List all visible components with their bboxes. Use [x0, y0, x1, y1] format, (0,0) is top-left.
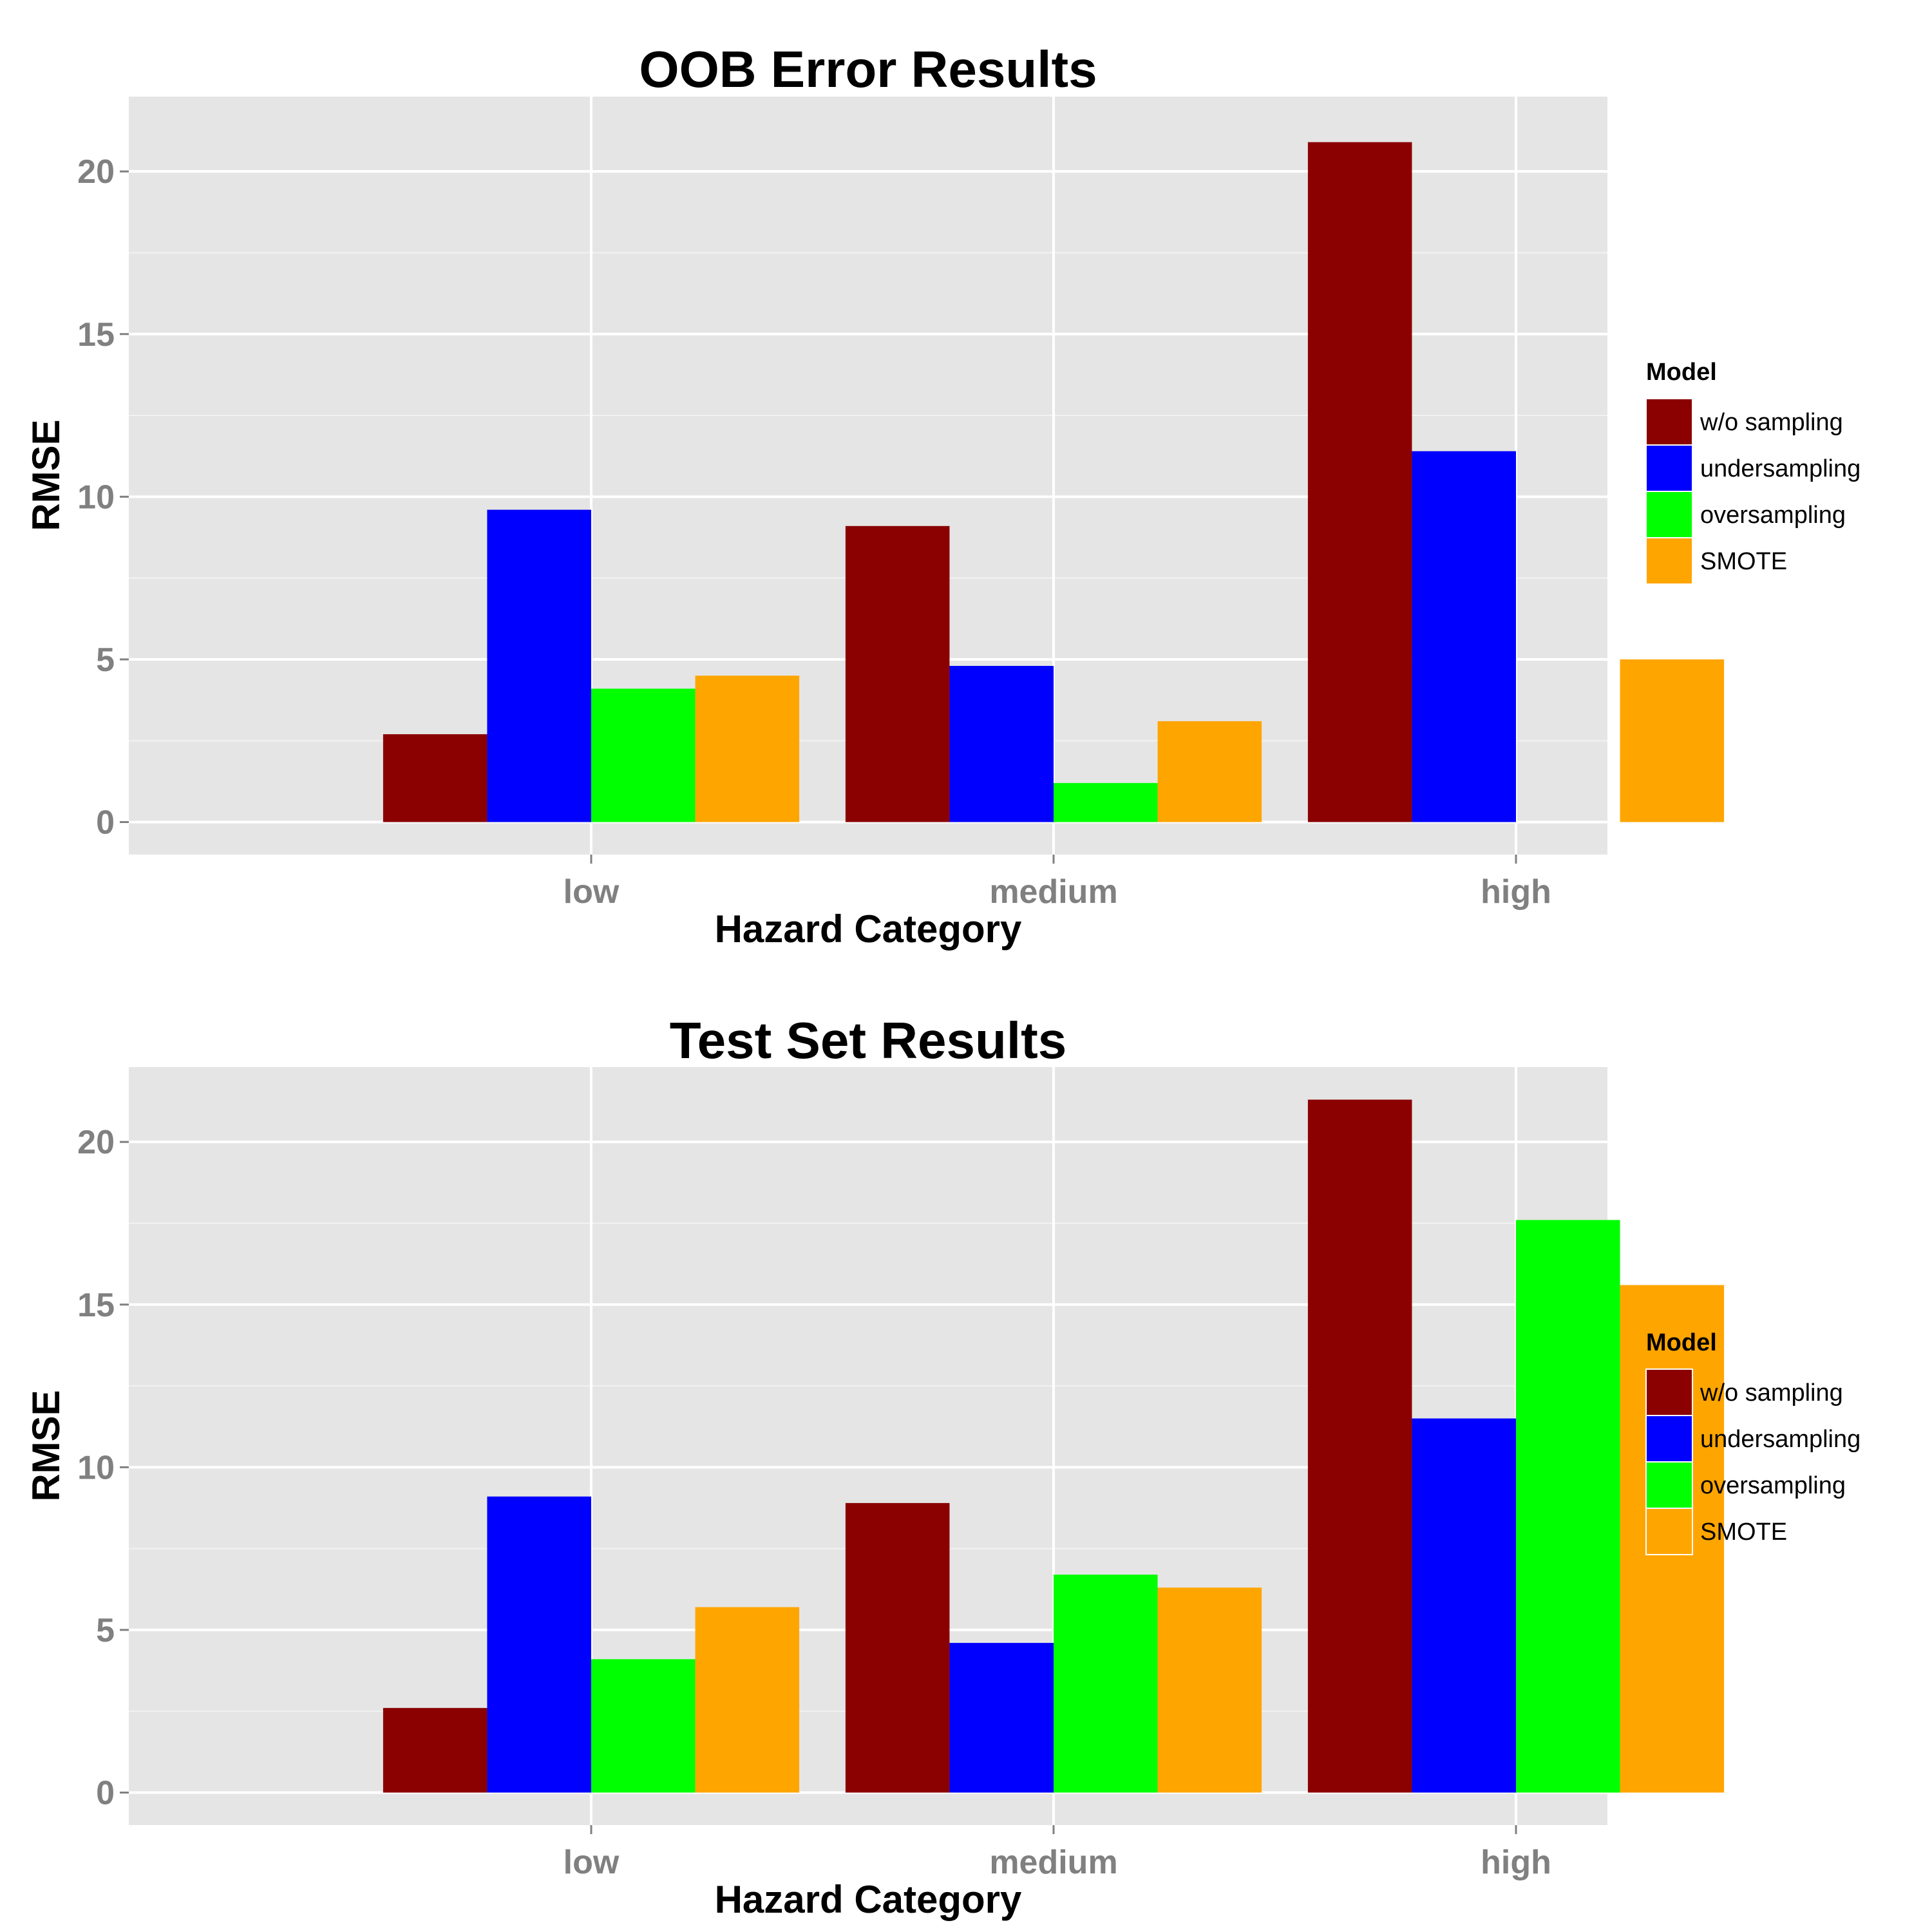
chart-title: Test Set Results	[670, 1012, 1066, 1069]
legend-swatch	[1647, 399, 1692, 444]
bar-low-1	[383, 1708, 488, 1793]
legend-label: oversampling	[1700, 1472, 1846, 1499]
legend-swatch	[1647, 1416, 1692, 1461]
legend-label: oversampling	[1700, 502, 1846, 529]
bar-low-3	[591, 1659, 696, 1793]
bar-high-1	[1307, 142, 1412, 822]
x-tick-label: low	[564, 873, 620, 911]
bar-low-4	[695, 676, 800, 822]
bar-low-2	[487, 1496, 591, 1793]
legend-swatch	[1647, 492, 1692, 537]
y-axis-title: RMSE	[24, 419, 68, 531]
y-tick-label: 0	[96, 804, 115, 841]
x-axis-title: Hazard Category	[715, 1878, 1022, 1921]
y-tick-label: 5	[96, 1612, 115, 1649]
bar-high-4	[1620, 659, 1725, 822]
bar-low-4	[695, 1607, 800, 1793]
y-tick-label: 20	[77, 1124, 115, 1161]
bar-medium-1	[845, 1502, 950, 1793]
x-axis-title: Hazard Category	[715, 907, 1022, 951]
y-tick-label: 5	[96, 641, 115, 679]
legend-label: SMOTE	[1700, 1519, 1787, 1546]
legend: Model w/o sampling undersampling oversampli…	[1645, 359, 1861, 585]
y-tick-label: 15	[77, 316, 115, 354]
x-tick-label: high	[1481, 873, 1551, 911]
bar-medium-2	[949, 1643, 1054, 1793]
x-tick-label: low	[564, 1844, 620, 1881]
legend-swatch	[1647, 538, 1692, 583]
y-tick-label: 0	[96, 1774, 115, 1812]
bar-high-2	[1412, 1418, 1516, 1793]
y-tick-label: 10	[77, 478, 115, 516]
legend-label: undersampling	[1700, 455, 1861, 482]
bar-medium-4	[1157, 721, 1262, 822]
bar-medium-4	[1157, 1587, 1262, 1793]
legend-swatch	[1647, 1509, 1692, 1554]
y-axis-title: RMSE	[24, 1390, 68, 1501]
chart-title: OOB Error Results	[639, 41, 1097, 98]
bar-low-2	[487, 509, 591, 822]
legend-title: Model	[1646, 359, 1717, 386]
chart-panel-1: OOB Error Results 0 5 10 15 20 low medium high Ha…	[24, 41, 1861, 951]
legend-swatch	[1647, 446, 1692, 491]
bar-high-3	[1516, 1220, 1620, 1793]
legend-swatch	[1647, 1463, 1692, 1508]
bar-high-2	[1412, 451, 1516, 822]
x-tick-label: medium	[989, 1844, 1117, 1881]
y-tick-label: 10	[77, 1449, 115, 1486]
bar-low-3	[591, 688, 696, 822]
bar-medium-2	[949, 666, 1054, 822]
legend-label: SMOTE	[1700, 548, 1787, 575]
legend-swatch	[1647, 1370, 1692, 1415]
bar-high-1	[1307, 1099, 1412, 1793]
bar-medium-3	[1054, 1575, 1158, 1793]
legend: Model w/o sampling undersampling oversampli…	[1645, 1329, 1861, 1555]
legend-label: w/o sampling	[1700, 409, 1843, 436]
x-tick-label: medium	[989, 873, 1117, 911]
y-tick-label: 20	[77, 153, 115, 191]
legend-title: Model	[1646, 1329, 1717, 1356]
chart-panel-2: Test Set Results 0 5 10 15 20 low medium high Haz…	[24, 1012, 1861, 1921]
y-tick-label: 15	[77, 1287, 115, 1324]
bar-medium-3	[1054, 782, 1158, 822]
legend-label: w/o sampling	[1700, 1379, 1843, 1406]
bar-low-1	[383, 734, 488, 822]
x-tick-label: high	[1481, 1844, 1551, 1881]
bar-medium-1	[845, 526, 950, 822]
legend-label: undersampling	[1700, 1426, 1861, 1453]
